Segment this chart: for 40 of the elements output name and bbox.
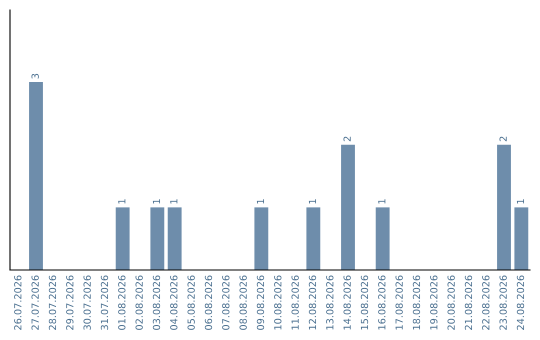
x-tick-label: 21.08.2026	[464, 275, 472, 330]
x-tick-label: 30.07.2026	[83, 275, 91, 330]
x-tick-label: 16.08.2026	[378, 275, 386, 330]
data-label: 2	[343, 136, 351, 142]
x-tick-label: 12.08.2026	[308, 275, 316, 330]
x-tick-label: 09.08.2026	[256, 275, 264, 330]
data-label: 1	[256, 199, 264, 204]
x-tick-label: 18.08.2026	[412, 275, 420, 330]
x-tick-label: 13.08.2026	[326, 275, 334, 330]
data-label: 1	[170, 199, 178, 204]
x-tick-label: 28.07.2026	[48, 275, 56, 330]
x-tick-label: 14.08.2026	[343, 275, 351, 330]
x-tick-label: 02.08.2026	[135, 275, 143, 330]
x-tick-label: 26.07.2026	[14, 275, 22, 330]
x-tick-label: 04.08.2026	[170, 275, 178, 330]
data-label: 1	[152, 199, 160, 204]
x-tick-label: 07.08.2026	[222, 275, 230, 330]
x-tick-label: 22.08.2026	[482, 275, 490, 330]
x-tick-label: 11.08.2026	[291, 275, 299, 330]
x-tick-label: 31.07.2026	[100, 275, 108, 330]
data-label: 3	[31, 74, 39, 79]
x-tick-label: 08.08.2026	[239, 275, 247, 330]
x-tick-label: 01.08.2026	[118, 275, 126, 330]
x-tick-label: 05.08.2026	[187, 275, 195, 330]
x-tick-label: 15.08.2026	[360, 275, 368, 330]
x-tick-label: 29.07.2026	[66, 275, 74, 330]
data-label: 1	[378, 199, 386, 204]
x-tick-label: 19.08.2026	[430, 275, 438, 330]
x-tick-label: 06.08.2026	[204, 275, 212, 330]
data-label: 1	[308, 199, 316, 204]
x-tick-label: 24.08.2026	[516, 275, 524, 330]
x-tick-label: 20.08.2026	[447, 275, 455, 330]
x-tick-label: 23.08.2026	[499, 275, 507, 330]
data-label: 1	[118, 199, 126, 204]
x-tick-label: 17.08.2026	[395, 275, 403, 330]
x-tick-label: 03.08.2026	[152, 275, 160, 330]
x-tick-label: 10.08.2026	[274, 275, 282, 330]
data-label: 2	[499, 136, 507, 142]
x-tick-label: 27.07.2026	[31, 275, 39, 330]
data-label: 1	[516, 199, 524, 204]
